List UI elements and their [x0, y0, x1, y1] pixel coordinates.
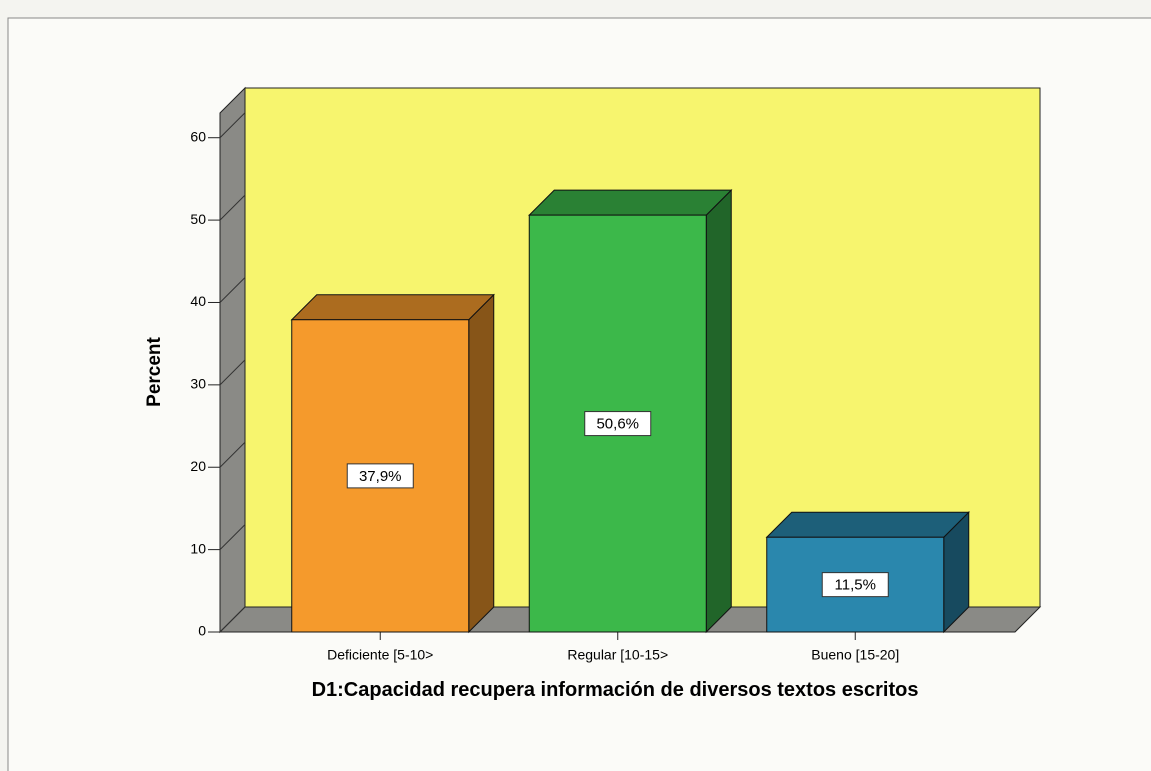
wall-tick: [219, 441, 246, 468]
x-tick-label: Regular [10-15>: [567, 647, 668, 663]
value-label-box: [821, 572, 889, 598]
value-label-box: [584, 411, 652, 437]
bar-side: [705, 188, 732, 634]
value-label: 50,6%: [596, 416, 639, 433]
y-tick-label: 30: [190, 376, 206, 392]
y-tick-label: 10: [190, 540, 206, 556]
y-tick-label: 50: [190, 211, 206, 227]
wall-tick: [219, 524, 246, 550]
x-tick-label: Bueno [15-20]: [811, 647, 899, 663]
y-tick-label: 60: [190, 128, 206, 144]
value-label-box: [346, 463, 414, 489]
side-wall: [219, 86, 246, 634]
wall-tick: [219, 112, 246, 139]
value-label: 11,5%: [835, 577, 876, 594]
bar-side: [468, 293, 495, 634]
bar-top: [290, 294, 495, 321]
x-axis-title: D1:Capacidad recupera información de div…: [311, 679, 919, 701]
y-axis-title: Percent: [144, 336, 165, 406]
bar: [528, 188, 733, 634]
value-label: 37,9%: [359, 468, 402, 485]
wall-tick: [219, 359, 246, 386]
bar-top: [765, 511, 970, 538]
y-tick-label: 20: [190, 458, 206, 474]
bar-top: [528, 189, 733, 216]
x-tick-label: Deficiente [5-10>: [327, 647, 433, 663]
y-tick-label: 0: [198, 623, 206, 639]
wall-tick: [219, 606, 246, 633]
wall-tick: [219, 194, 246, 221]
y-tick-label: 40: [190, 293, 206, 309]
wall-tick: [219, 277, 246, 303]
